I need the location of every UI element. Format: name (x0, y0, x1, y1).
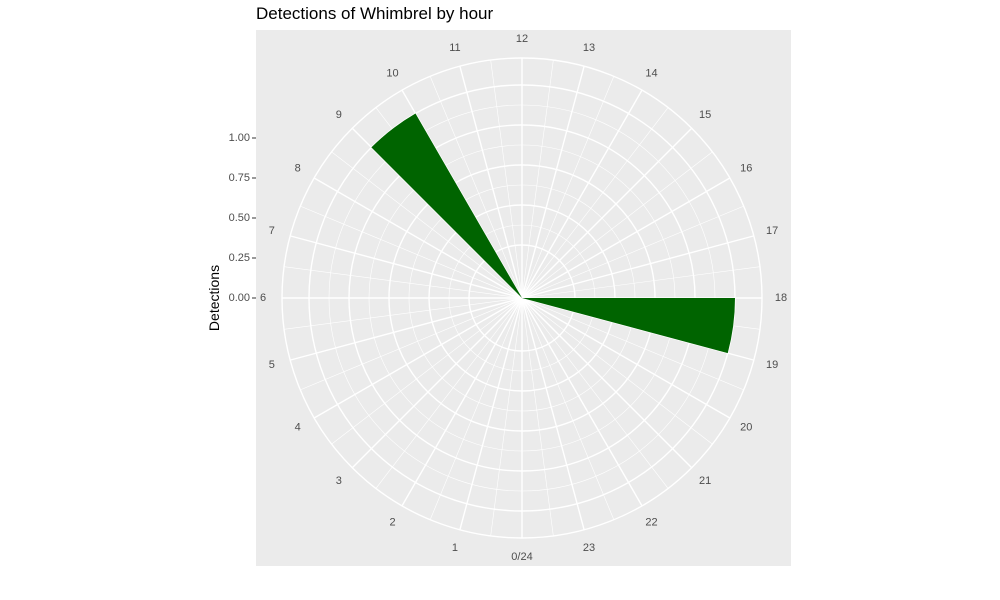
spoke-minor (521, 297, 744, 391)
spoke-minor (429, 297, 523, 520)
spoke-minor (521, 60, 554, 299)
spoke-major (521, 297, 731, 419)
hour-label: 2 (389, 516, 395, 528)
spoke-minor (521, 107, 669, 299)
y-tick-label: 0.75 (229, 172, 250, 184)
spoke-major (521, 297, 585, 531)
chart-title: Detections of Whimbrel by hour (256, 4, 494, 23)
bar-hour-18 (522, 298, 735, 354)
hour-label: 4 (295, 422, 301, 434)
hour-label: 10 (386, 68, 398, 80)
y-tick-label: 0.25 (229, 252, 250, 264)
spoke-minor (490, 297, 523, 536)
spoke-minor (429, 76, 523, 299)
hour-label: 16 (740, 163, 752, 175)
spoke-minor (300, 205, 523, 299)
hour-label: 3 (336, 475, 342, 487)
spoke-minor (331, 297, 523, 445)
spoke-major (401, 297, 523, 507)
hour-label: 7 (269, 225, 275, 237)
spoke-minor (331, 151, 523, 299)
hour-label: 15 (699, 109, 711, 121)
spoke-major (289, 235, 523, 299)
hour-label: 21 (699, 475, 711, 487)
spoke-minor (284, 297, 523, 330)
hour-label: 13 (583, 42, 595, 54)
spoke-minor (521, 297, 554, 536)
spoke-major (521, 235, 755, 299)
hour-label: 0/24 (511, 551, 532, 563)
spoke-minor (521, 297, 713, 445)
spoke-major (313, 297, 523, 419)
spoke-minor (521, 76, 615, 299)
hour-label: 19 (766, 359, 778, 371)
spoke-minor (284, 266, 523, 299)
hour-label: 11 (449, 42, 460, 54)
spoke-minor (521, 297, 615, 520)
spoke-minor (521, 266, 760, 299)
grid-layer (281, 57, 763, 539)
y-tick-label: 1.00 (229, 132, 250, 144)
y-tick-label: 0.00 (229, 292, 250, 304)
spoke-major (521, 297, 693, 469)
spoke-minor (521, 297, 669, 489)
hour-label: 17 (766, 225, 778, 237)
spoke-major (459, 297, 523, 531)
spoke-major (459, 65, 523, 299)
bars-layer (371, 113, 735, 354)
hour-label: 22 (645, 516, 657, 528)
hour-label: 18 (775, 292, 787, 304)
hour-label: 20 (740, 422, 752, 434)
spoke-minor (521, 151, 713, 299)
spoke-major (313, 177, 523, 299)
spoke-major (521, 177, 731, 299)
hour-label: 5 (269, 359, 275, 371)
spoke-minor (375, 297, 523, 489)
spoke-major (521, 65, 585, 299)
spoke-major (521, 127, 693, 299)
y-axis-ticks: 0.00 0.25 0.50 0.75 1.00 (229, 132, 256, 304)
spoke-major (351, 297, 523, 469)
bar-hour-9 (371, 113, 522, 298)
spoke-major (401, 89, 523, 299)
hour-label: 14 (645, 68, 657, 80)
spoke-minor (300, 297, 523, 391)
spoke-minor (490, 60, 523, 299)
y-tick-label: 0.50 (229, 212, 250, 224)
hour-label: 9 (336, 109, 342, 121)
hour-label: 1 (452, 542, 458, 554)
spoke-major (521, 89, 643, 299)
spoke-major (521, 297, 643, 507)
hour-label: 12 (516, 33, 528, 45)
hour-label: 23 (583, 542, 595, 554)
spoke-minor (521, 205, 744, 299)
hour-label: 8 (295, 163, 301, 175)
hour-label: 6 (260, 292, 266, 304)
spoke-major (289, 297, 523, 361)
hour-labels: 0/24123456789101112131415161718192021222… (260, 33, 787, 563)
